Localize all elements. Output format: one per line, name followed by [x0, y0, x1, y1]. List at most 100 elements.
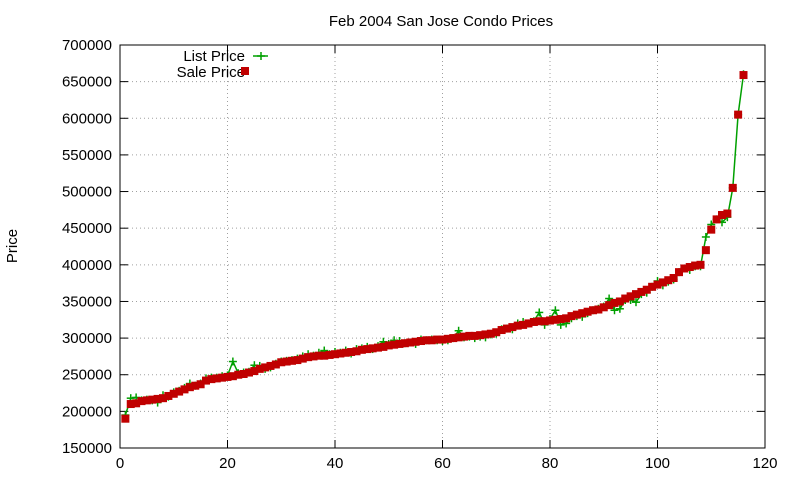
sale-price-point [148, 395, 157, 404]
y-axis-label: Price [4, 229, 21, 263]
sale-price-point [298, 354, 307, 363]
list-price-point [610, 306, 619, 315]
sale-price-point [314, 351, 323, 360]
sale-price-point [379, 342, 388, 351]
sale-price-point [234, 370, 243, 379]
sale-price-point [142, 396, 151, 405]
sale-price-point [250, 367, 259, 376]
sale-price-point [406, 338, 415, 347]
list-price-point [615, 304, 624, 313]
sale-price-point [669, 274, 678, 283]
sale-price-point [680, 264, 689, 273]
sale-price-point [277, 358, 286, 367]
sale-price-point [739, 71, 748, 80]
sale-price-point [191, 381, 200, 390]
sale-price-point [594, 305, 603, 314]
legend: List Price Sale Price [177, 48, 268, 81]
sale-price-point [212, 374, 221, 383]
list-price-point [632, 298, 640, 307]
legend-sample-list-price [253, 52, 268, 60]
sale-price-point [336, 349, 345, 358]
list-price-point [535, 308, 544, 317]
legend-sample-sale-price [241, 67, 249, 75]
sale-price-point [486, 329, 495, 338]
sale-price-point [331, 350, 339, 359]
x-tick-label: 80 [542, 455, 559, 472]
sale-price-point [734, 110, 743, 119]
sale-price-point [325, 350, 334, 359]
sale-price-point [449, 334, 458, 343]
sale-price-point [368, 344, 377, 353]
sale-price-point [169, 389, 178, 398]
sale-price-point [207, 375, 216, 384]
sale-price-point [271, 360, 280, 369]
sale-price-point [707, 225, 716, 234]
sale-price-point [341, 348, 350, 357]
sale-price-point [132, 399, 141, 408]
sale-price-point [476, 331, 485, 340]
sale-price-point [481, 330, 490, 339]
sale-price-point [664, 276, 673, 285]
y-tick-label: 400000 [62, 257, 112, 274]
sale-price-point [438, 335, 447, 344]
sale-price-point [642, 285, 651, 294]
sale-price-point [513, 321, 522, 330]
sale-price-point [492, 328, 501, 337]
sale-price-point [691, 261, 700, 270]
sale-price-point [685, 263, 694, 272]
sale-price-point [610, 298, 619, 307]
sale-price-point [137, 397, 146, 406]
sale-price-point [153, 394, 162, 403]
sale-price-point [417, 337, 425, 346]
sale-price-point [728, 183, 737, 192]
series-layer [121, 70, 748, 423]
sale-price-point [374, 343, 382, 352]
sale-price-point [180, 385, 189, 394]
sale-price-point [653, 280, 662, 289]
sale-price-point [255, 364, 264, 373]
sale-price-point [352, 347, 361, 356]
y-tick-label: 650000 [62, 74, 112, 91]
sale-price-point [288, 356, 296, 365]
sale-price-point [175, 387, 184, 396]
legend-label-sale-price: Sale Price [177, 64, 245, 81]
sale-price-point [529, 317, 538, 326]
chart-title: Feb 2004 San Jose Condo Prices [329, 13, 553, 30]
sale-price-point [497, 326, 506, 335]
sale-price-point [723, 209, 732, 218]
sale-price-point [309, 352, 318, 361]
x-tick-label: 0 [116, 455, 124, 472]
sale-price-point [223, 372, 232, 381]
y-tick-label: 350000 [62, 293, 112, 310]
y-tick-label: 550000 [62, 147, 112, 164]
sale-price-point [347, 348, 356, 357]
sale-price-point [572, 310, 581, 319]
sale-price-point [400, 339, 409, 348]
grid-lines [120, 45, 765, 448]
sale-price-point [470, 331, 479, 340]
sale-price-point [621, 294, 630, 303]
sale-price-point [159, 394, 167, 403]
sale-price-point [632, 290, 640, 299]
sale-price-point [293, 356, 302, 365]
sale-price-point [556, 315, 565, 324]
x-tick-label: 40 [327, 455, 344, 472]
sale-price-point [422, 336, 431, 345]
sale-price-point [239, 369, 248, 378]
axis-ticks: 150000 200000 250000 300000 350000 400000 4500… [62, 37, 778, 472]
y-tick-label: 700000 [62, 37, 112, 54]
sale-price-point [395, 339, 404, 348]
sale-price-point [121, 414, 130, 423]
sale-price-point [605, 301, 614, 310]
sale-price-point [304, 353, 313, 362]
y-tick-label: 150000 [62, 440, 112, 457]
sale-price-point [261, 363, 270, 372]
sale-price-point [357, 345, 366, 354]
x-tick-label: 120 [752, 455, 777, 472]
sale-price-point [701, 246, 710, 255]
sale-price-point [551, 315, 560, 324]
sale-price-point [454, 333, 463, 342]
sale-price-point [658, 278, 667, 287]
y-tick-label: 600000 [62, 110, 112, 127]
